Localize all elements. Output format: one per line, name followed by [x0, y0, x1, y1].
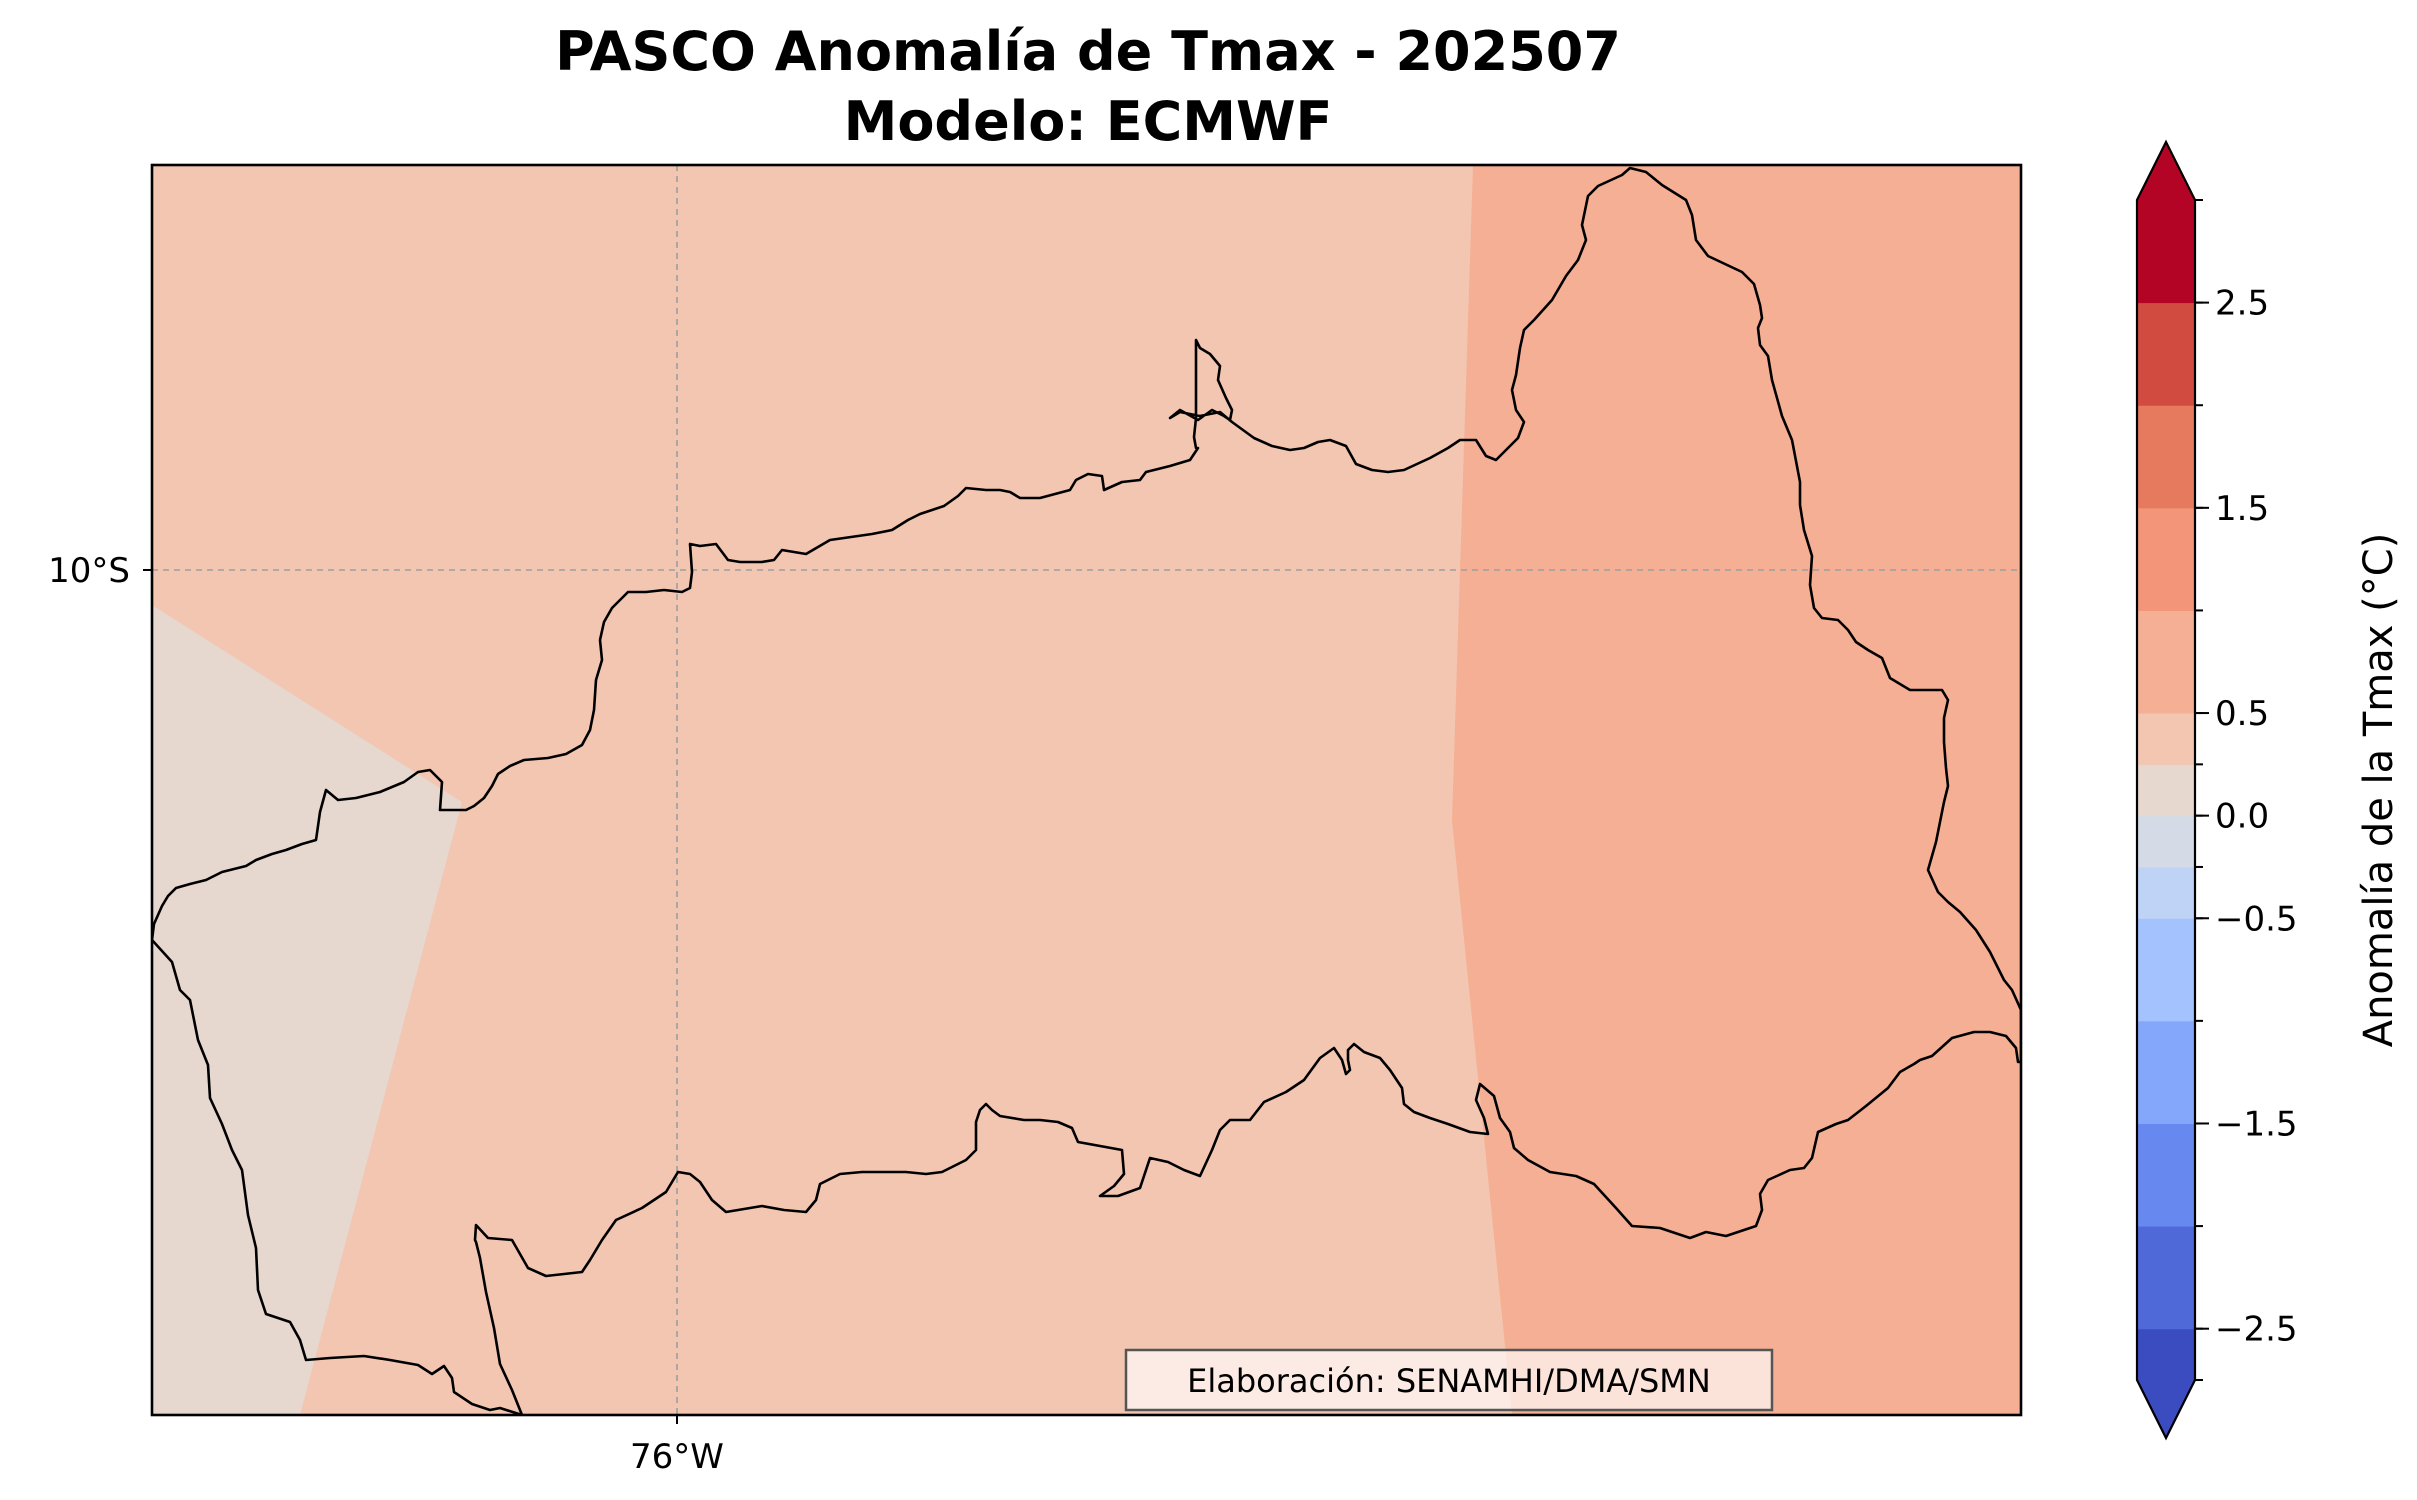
- colorbar: −2.5 −1.5 −0.5 0.0 0.5 1.5 2.5: [2135, 139, 2298, 1441]
- colorbar-tick-label: 1.5: [2215, 489, 2269, 529]
- colorbar-tick-label: −0.5: [2215, 899, 2298, 939]
- colorbar-segment: [2137, 507, 2195, 611]
- colorbar-segment: [2137, 1123, 2195, 1227]
- pasco-boundary: [152, 166, 2021, 1415]
- colorbar-tick-label: 0.0: [2215, 797, 2269, 837]
- colorbar-segment: [2137, 764, 2195, 817]
- colorbar-segment: [2137, 405, 2195, 509]
- colorbar-over-arrow: [2137, 142, 2195, 200]
- colorbar-segment: [2137, 918, 2195, 1022]
- colorbar-tick-label: 0.5: [2215, 694, 2269, 734]
- colorbar-segment: [2137, 1226, 2195, 1330]
- colorbar-tick-label: −2.5: [2215, 1310, 2298, 1350]
- credit-text: Elaboración: SENAMHI/DMA/SMN: [1187, 1362, 1711, 1400]
- map-frame: [150, 163, 2023, 1417]
- colorbar-tick-label: 2.5: [2215, 284, 2269, 324]
- colorbar-under-arrow: [2137, 1380, 2195, 1438]
- map-subtitle: Modelo: ECMWF: [844, 90, 1333, 153]
- lon-tick-label: 76°W: [630, 1437, 724, 1477]
- colorbar-segment: [2137, 815, 2195, 868]
- colorbar-segment: [2137, 1328, 2195, 1381]
- map-panel: [152, 165, 2021, 1415]
- colorbar-segment: [2137, 713, 2195, 765]
- credit-box: Elaboración: SENAMHI/DMA/SMN: [1124, 1348, 1774, 1412]
- colorbar-segment: [2137, 1020, 2195, 1124]
- zona-0.0-0.25: [152, 605, 462, 1415]
- colorbar-label: Anomalía de la Tmax (°C): [2356, 533, 2402, 1048]
- colorbar-segment: [2137, 302, 2195, 406]
- credit-box-frame: [1124, 1348, 1774, 1412]
- colorbar-segment: [2137, 200, 2195, 304]
- zona-0.75-1.25: [1452, 165, 2021, 1415]
- map-title: PASCO Anomalía de Tmax - 202507: [555, 20, 1621, 83]
- colorbar-tick-label: −1.5: [2215, 1104, 2298, 1144]
- colorbar-segment: [2137, 610, 2195, 714]
- lat-tick-label: 10°S: [48, 551, 130, 591]
- colorbar-segment: [2137, 866, 2195, 919]
